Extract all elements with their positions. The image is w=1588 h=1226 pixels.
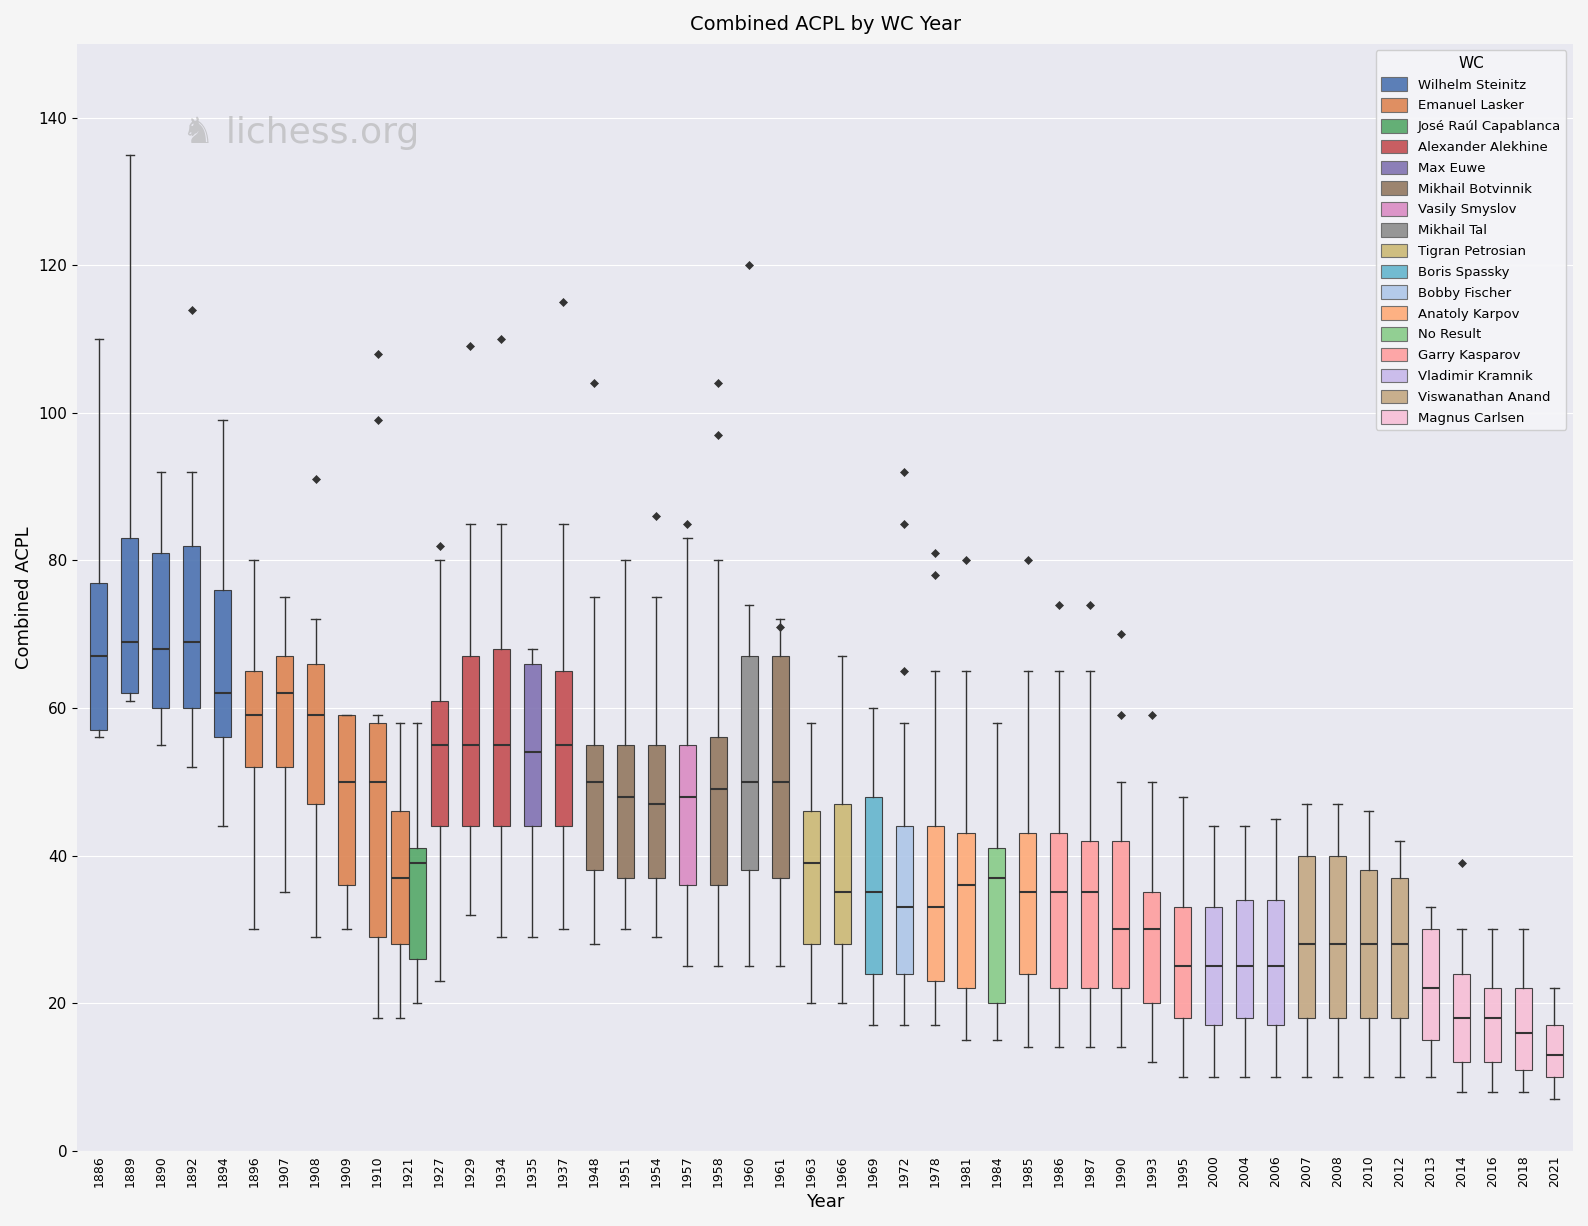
PathPatch shape xyxy=(408,848,426,959)
PathPatch shape xyxy=(896,826,913,973)
PathPatch shape xyxy=(245,671,262,767)
PathPatch shape xyxy=(1050,834,1067,988)
PathPatch shape xyxy=(524,663,542,826)
Title: Combined ACPL by WC Year: Combined ACPL by WC Year xyxy=(689,15,961,34)
PathPatch shape xyxy=(492,649,510,826)
PathPatch shape xyxy=(1174,907,1191,1018)
PathPatch shape xyxy=(1421,929,1439,1040)
PathPatch shape xyxy=(462,656,480,826)
PathPatch shape xyxy=(1391,878,1409,1018)
PathPatch shape xyxy=(926,826,943,981)
PathPatch shape xyxy=(121,538,138,693)
PathPatch shape xyxy=(1143,893,1161,1003)
PathPatch shape xyxy=(183,546,200,707)
Y-axis label: Combined ACPL: Combined ACPL xyxy=(14,526,33,668)
PathPatch shape xyxy=(430,700,448,826)
PathPatch shape xyxy=(1205,907,1223,1025)
PathPatch shape xyxy=(834,804,851,944)
PathPatch shape xyxy=(1453,973,1470,1062)
PathPatch shape xyxy=(958,834,975,988)
PathPatch shape xyxy=(1359,870,1377,1018)
PathPatch shape xyxy=(392,812,408,944)
PathPatch shape xyxy=(1112,841,1129,988)
PathPatch shape xyxy=(1545,1025,1563,1076)
PathPatch shape xyxy=(772,656,789,878)
PathPatch shape xyxy=(988,848,1005,1003)
PathPatch shape xyxy=(802,812,819,944)
PathPatch shape xyxy=(1483,988,1501,1062)
Text: ♞ lichess.org: ♞ lichess.org xyxy=(183,115,419,150)
PathPatch shape xyxy=(1329,856,1347,1018)
PathPatch shape xyxy=(368,723,386,937)
X-axis label: Year: Year xyxy=(805,1193,845,1211)
PathPatch shape xyxy=(214,590,232,738)
PathPatch shape xyxy=(1235,900,1253,1018)
PathPatch shape xyxy=(1515,988,1532,1069)
PathPatch shape xyxy=(678,745,696,885)
Legend: Wilhelm Steinitz, Emanuel Lasker, José Raúl Capablanca, Alexander Alekhine, Max : Wilhelm Steinitz, Emanuel Lasker, José R… xyxy=(1375,50,1566,430)
PathPatch shape xyxy=(864,797,881,973)
PathPatch shape xyxy=(1267,900,1285,1025)
PathPatch shape xyxy=(276,656,294,767)
PathPatch shape xyxy=(91,582,108,731)
PathPatch shape xyxy=(648,745,665,878)
PathPatch shape xyxy=(616,745,634,878)
PathPatch shape xyxy=(554,671,572,826)
PathPatch shape xyxy=(740,656,757,870)
PathPatch shape xyxy=(586,745,603,870)
PathPatch shape xyxy=(338,715,356,885)
PathPatch shape xyxy=(1297,856,1315,1018)
PathPatch shape xyxy=(306,663,324,804)
PathPatch shape xyxy=(152,553,170,707)
PathPatch shape xyxy=(710,738,727,885)
PathPatch shape xyxy=(1081,841,1099,988)
PathPatch shape xyxy=(1019,834,1037,973)
